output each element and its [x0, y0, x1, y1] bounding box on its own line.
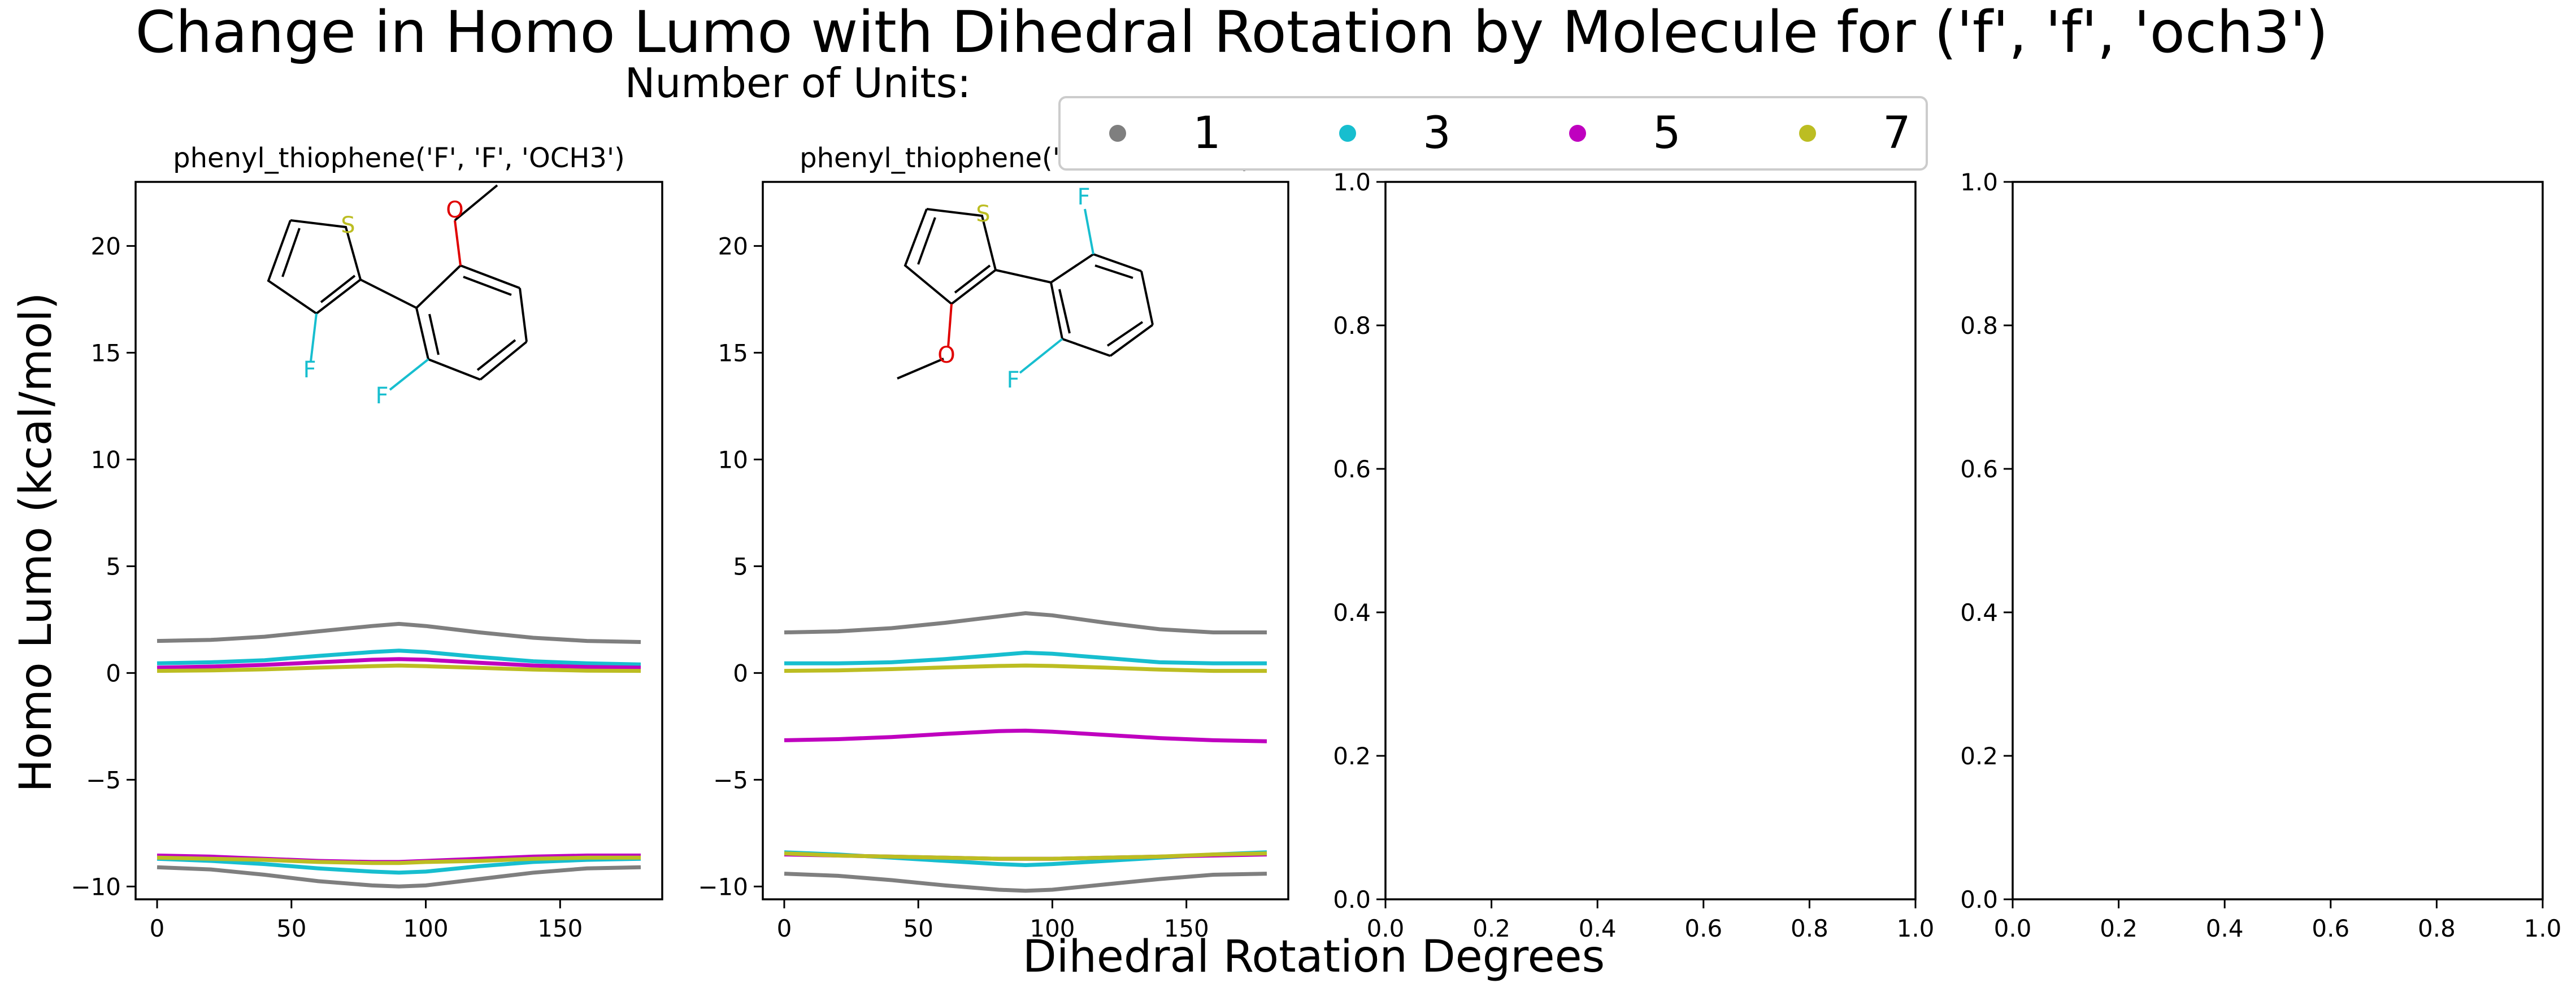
y-tick-label: 15 — [91, 339, 121, 367]
series-line-3-upper — [784, 650, 1267, 665]
x-tick-label: 0.6 — [2312, 915, 2349, 942]
figure-title: Change in Homo Lumo with Dihedral Rotati… — [136, 0, 2329, 66]
molecule-atom-labels-2: S F F O — [937, 184, 1090, 393]
legend-label: 7 — [1883, 108, 1911, 159]
x-tick-label: 0 — [777, 915, 792, 942]
y-tick-label: 5 — [106, 552, 121, 580]
x-tick-label: 150 — [537, 915, 583, 942]
x-tick-label: 0.4 — [1579, 915, 1617, 942]
y-tick-label: 0.4 — [1333, 599, 1371, 626]
subplot-1: 0 50 100 150 −10 −5 0 5 10 15 20 phenyl_thiophene('… — [71, 142, 663, 942]
series-line-7-lower — [784, 851, 1267, 861]
legend-title: Number of Units: — [625, 59, 971, 107]
y-tick-label: 0.4 — [1960, 599, 1998, 626]
subplot-title: phenyl_thiophene('F', 'F', 'OCH3') — [173, 142, 625, 174]
legend: Number of Units: 1 3 5 7 — [625, 59, 1928, 171]
molecule-structure-1 — [267, 184, 528, 391]
x-tick-label: 50 — [903, 915, 933, 942]
y-tick-label: 0.8 — [1960, 312, 1998, 340]
x-tick-label: 1.0 — [1897, 915, 1935, 942]
series-line-7-upper — [784, 663, 1267, 673]
legend-label: 1 — [1193, 108, 1221, 159]
x-tick-label: 1.0 — [2524, 915, 2562, 942]
series-line-3-lower — [157, 856, 641, 875]
legend-entry-3: 3 — [1339, 108, 1451, 159]
y-tick-label: 0 — [733, 659, 748, 687]
x-tick-label: 0.6 — [1684, 915, 1722, 942]
y-axis-label: Homo Lumo (kcal/mol) — [11, 293, 62, 793]
x-tick-label: 0.2 — [1472, 915, 1510, 942]
axes-frame — [2012, 181, 2544, 900]
y-tick-label: −10 — [71, 873, 121, 900]
y-tick-label: 1.0 — [1960, 168, 1998, 196]
y-tick-label: 0.6 — [1960, 455, 1998, 483]
legend-label: 3 — [1423, 108, 1451, 159]
y-tick-label: 0.8 — [1333, 312, 1371, 340]
series-line-5-upper — [157, 657, 641, 670]
x-tick-label: 0.8 — [1791, 915, 1828, 942]
legend-marker — [1799, 125, 1816, 142]
series-line-5-upper — [784, 728, 1267, 743]
molecule-structure-2 — [897, 208, 1154, 380]
legend-frame — [1058, 96, 1928, 171]
svg-text:F: F — [303, 357, 316, 383]
y-tick-label: −10 — [698, 873, 748, 900]
series-line-1-upper — [157, 621, 641, 644]
x-tick-label: 0.2 — [2100, 915, 2138, 942]
y-tick-label: 0.2 — [1333, 742, 1371, 770]
svg-text:S: S — [976, 201, 990, 227]
y-tick-label: 0.0 — [1333, 886, 1371, 913]
legend-entry-7: 7 — [1799, 108, 1911, 159]
axes-frame — [762, 181, 1289, 900]
y-tick-label: 20 — [91, 232, 121, 260]
y-tick-label: 1.0 — [1333, 168, 1371, 196]
y-tick-label: 0.2 — [1960, 742, 1998, 770]
y-tick-label: 10 — [718, 446, 748, 473]
series-line-3-upper — [157, 649, 641, 667]
y-tick-label: 10 — [91, 446, 121, 473]
x-tick-label: 150 — [1164, 915, 1209, 942]
y-tick-label: −5 — [713, 766, 748, 794]
x-tick-label: 100 — [403, 915, 448, 942]
svg-text:F: F — [375, 383, 388, 409]
series-line-7-lower — [157, 855, 641, 865]
legend-marker — [1569, 125, 1586, 142]
x-tick-label: 0 — [150, 915, 165, 942]
svg-text:O: O — [446, 197, 463, 223]
molecule-atom-labels-1: S O F F — [303, 197, 463, 409]
y-tick-label: −5 — [86, 766, 121, 794]
legend-marker — [1109, 125, 1126, 142]
series-line-1-lower — [157, 865, 641, 889]
y-tick-label: 15 — [718, 339, 748, 367]
svg-text:O: O — [937, 342, 955, 368]
axes-frame — [1384, 181, 1917, 900]
x-tick-label: 0.0 — [1994, 915, 2032, 942]
svg-text:S: S — [341, 212, 355, 238]
axes-frame — [134, 181, 663, 900]
subplots: 0 50 100 150−10−505101520phenyl_thiophene('… — [71, 142, 2561, 942]
x-tick-label: 0.8 — [2418, 915, 2456, 942]
series-line-1-lower — [784, 872, 1267, 893]
svg-text:F: F — [1077, 184, 1090, 210]
x-tick-label: 100 — [1029, 915, 1075, 942]
x-axis-label: Dihedral Rotation Degrees — [1023, 932, 1605, 982]
y-tick-label: 20 — [718, 232, 748, 260]
series-line-1-upper — [784, 611, 1267, 634]
y-tick-label: 0 — [106, 659, 121, 687]
y-tick-label: 5 — [733, 552, 748, 580]
x-tick-label: 0.0 — [1367, 915, 1405, 942]
legend-entry-5: 5 — [1569, 108, 1681, 159]
svg-text:F: F — [1006, 367, 1019, 393]
series-line-7-upper — [157, 663, 641, 673]
subplot-4: 0.0 0.2 0.4 0.6 0.8 1.0 0.0 0.2 0.4 0.6 0.8 1.0 — [1960, 168, 2561, 942]
x-tick-label: 0.4 — [2206, 915, 2244, 942]
legend-entry-1: 1 — [1109, 108, 1221, 159]
subplot-3: 0.0 0.2 0.4 0.6 0.8 1.0 0.0 0.2 0.4 0.6 0.8 1.0 — [1333, 168, 1934, 942]
legend-label: 5 — [1653, 108, 1681, 159]
y-tick-label: 0.6 — [1333, 455, 1371, 483]
x-tick-label: 50 — [276, 915, 306, 942]
legend-marker — [1339, 125, 1356, 142]
y-tick-label: 0.0 — [1960, 886, 1998, 913]
